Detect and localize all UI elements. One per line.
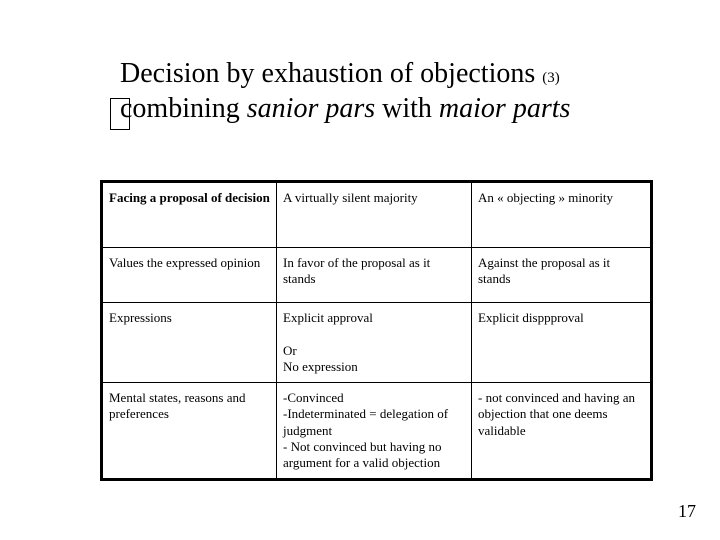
slide: Decision by exhaustion of objections (3)… (0, 0, 720, 540)
table-row: Facing a proposal of decision A virtuall… (102, 182, 652, 248)
cell-r3c3: Explicit disppproval (472, 303, 652, 383)
title-2b-italic: sanior pars (247, 93, 375, 124)
cell-r4c3: - not convinced and having an objection … (472, 383, 652, 480)
cell-r2c2: In favor of the proposal as it stands (277, 248, 472, 303)
table-row: Mental states, reasons and preferences -… (102, 383, 652, 480)
slide-title: Decision by exhaustion of objections (3)… (120, 56, 640, 126)
cell-r1c3: An « objecting » minority (472, 182, 652, 248)
cell-r3c2: Explicit approval Or No expression (277, 303, 472, 383)
title-line-2: combining sanior pars with maior parts (120, 91, 640, 126)
title-2a: combining (120, 93, 247, 124)
title-2c: with (375, 93, 439, 124)
cell-r1c1: Facing a proposal of decision (102, 182, 277, 248)
cell-r4c2: -Convinced -Indeterminated = delegation … (277, 383, 472, 480)
page-number: 17 (678, 501, 696, 522)
cell-r1c2: A virtually silent majority (277, 182, 472, 248)
title-line-1: Decision by exhaustion of objections (3) (120, 56, 640, 91)
table-row: Values the expressed opinion In favor of… (102, 248, 652, 303)
title-2d-italic: maior parts (439, 93, 570, 124)
cell-r3c1: Expressions (102, 303, 277, 383)
cell-r2c3: Against the proposal as it stands (472, 248, 652, 303)
cell-r4c1: Mental states, reasons and preferences (102, 383, 277, 480)
decision-table: Facing a proposal of decision A virtuall… (100, 180, 653, 481)
title-superscript: (3) (542, 70, 560, 86)
table-row: Expressions Explicit approval Or No expr… (102, 303, 652, 383)
cell-r2c1: Values the expressed opinion (102, 248, 277, 303)
title-line-1-text: Decision by exhaustion of objections (120, 58, 542, 89)
placeholder-glyph-icon (110, 98, 130, 130)
